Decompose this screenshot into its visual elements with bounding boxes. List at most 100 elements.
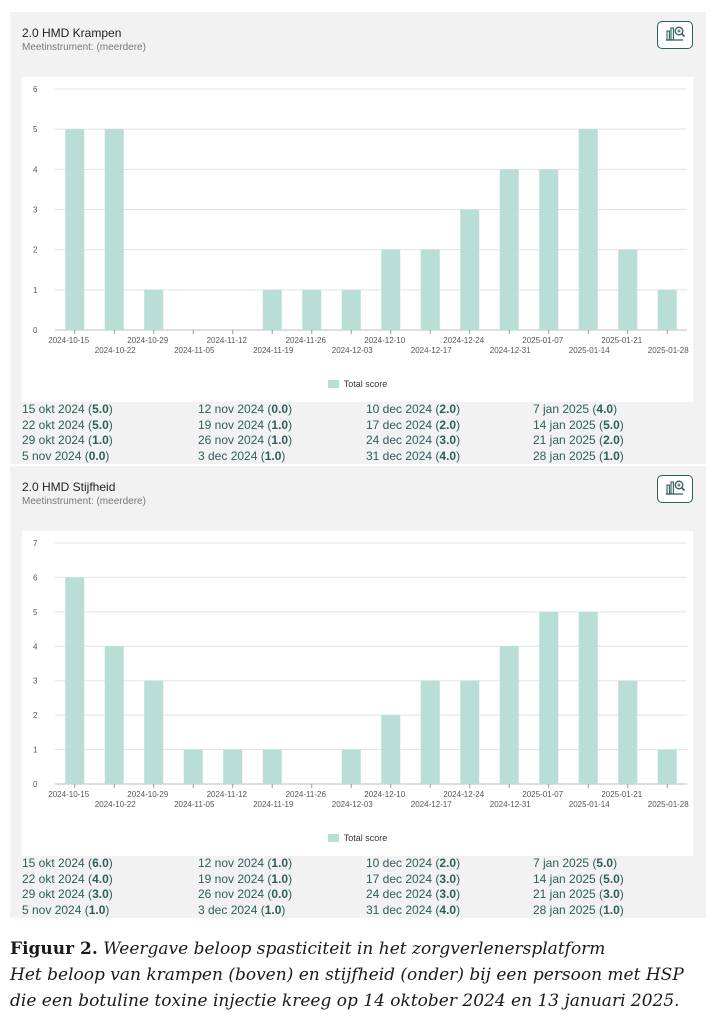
bar[interactable]: [144, 680, 164, 784]
summary-entry: 24 dec 2024 (3.0): [366, 887, 461, 901]
summary-entry: 5 nov 2024 (0.0): [22, 448, 110, 463]
summary-date: 26 nov 2024 (: [198, 433, 272, 447]
summary-value: 6.0: [92, 856, 109, 870]
bar[interactable]: [618, 680, 638, 784]
bar[interactable]: [460, 209, 480, 331]
summary-value: 4.0: [92, 871, 109, 886]
bar[interactable]: [183, 749, 203, 784]
summary-value: 0.0: [271, 402, 289, 416]
bar[interactable]: [223, 749, 243, 784]
y-tick-label: 1: [33, 286, 38, 295]
summary-date: 12 nov 2024 (: [198, 402, 272, 416]
bar[interactable]: [262, 749, 282, 784]
summary-entry: 3 dec 2024 (1.0): [198, 448, 286, 463]
bar[interactable]: [262, 289, 282, 330]
x-tick-label: 2024-11-05: [174, 346, 215, 355]
summary-value: 1.0: [264, 448, 282, 463]
summary-date: 7 jan 2025 (: [533, 402, 597, 416]
summary-value: 1.0: [271, 856, 289, 870]
bar[interactable]: [618, 249, 638, 330]
bar[interactable]: [302, 289, 322, 330]
summary-value: 3.0: [439, 871, 457, 886]
chart-detail-button[interactable]: [657, 21, 693, 49]
summary-date: 17 dec 2024 (: [366, 417, 440, 432]
x-tick-label: 2024-10-29: [127, 336, 168, 345]
summary-value: 5.0: [92, 417, 109, 432]
summary-entry: 7 jan 2025 (4.0): [533, 402, 618, 416]
chart-zoom-icon: [666, 480, 686, 495]
summary-column: 15 okt 2024 (5.0) 22 okt 2024 (5.0) 29 okt…: [22, 402, 113, 464]
summary-value: 5.0: [603, 871, 620, 886]
chart-detail-button[interactable]: [657, 475, 693, 503]
summary-column: 7 jan 2025 (4.0) 14 jan 2025 (5.0) 21 jan …: [533, 402, 624, 464]
x-tick-label: 2024-12-10: [364, 336, 405, 345]
chart-plot-area: 0 1 2 3 4 5 6 7 2024-10-15 2024-10-22 2024-10-29 20…: [22, 531, 693, 856]
summary-date: 24 dec 2024 (: [366, 433, 440, 447]
summary-date: 29 okt 2024 (: [22, 887, 93, 901]
x-tick-label: 2024-11-26: [286, 336, 327, 345]
bar[interactable]: [341, 749, 361, 784]
summary-date: 19 nov 2024 (: [198, 417, 272, 432]
bar[interactable]: [381, 715, 401, 784]
x-tick-label: 2025-01-07: [522, 336, 563, 345]
summary-entry: 28 jan 2025 (1.0): [533, 902, 624, 917]
bar[interactable]: [381, 249, 401, 330]
summary-entry: 19 nov 2024 (1.0): [198, 417, 293, 432]
x-tick-label: 2024-12-03: [332, 346, 373, 355]
summary-value: 2.0: [603, 433, 620, 447]
bar[interactable]: [499, 169, 519, 330]
y-tick-label: 1: [33, 746, 38, 755]
summary-date: 3 dec 2024 (: [198, 902, 265, 917]
bar[interactable]: [539, 611, 559, 784]
bar[interactable]: [499, 646, 519, 784]
bar[interactable]: [657, 749, 677, 784]
summary-date: 22 okt 2024 (: [22, 871, 93, 886]
bar[interactable]: [65, 577, 85, 784]
summary-value: 3.0: [439, 887, 457, 901]
summary-value: 2.0: [439, 417, 457, 432]
summary-value: 3.0: [603, 887, 620, 901]
bar[interactable]: [420, 249, 440, 330]
bar[interactable]: [578, 129, 598, 330]
summary-date: 21 jan 2025 (: [533, 887, 604, 901]
bar[interactable]: [539, 169, 559, 330]
y-tick-label: 5: [33, 608, 38, 617]
summary-entry: 7 jan 2025 (5.0): [533, 856, 618, 870]
bar[interactable]: [144, 289, 164, 330]
x-tick-label: 2025-01-21: [601, 336, 642, 345]
summary-date: 28 jan 2025 (: [533, 902, 604, 917]
x-tick-label: 2024-11-26: [286, 790, 327, 799]
summary-column: 7 jan 2025 (5.0) 14 jan 2025 (5.0) 21 jan …: [533, 856, 624, 918]
bar[interactable]: [341, 289, 361, 330]
summary-column: 12 nov 2024 (0.0) 19 nov 2024 (1.0) 26 nov…: [198, 402, 292, 464]
summary-date: 31 dec 2024 (: [366, 448, 440, 463]
summary-value: 5.0: [92, 402, 109, 416]
summary-value: 1.0: [88, 902, 106, 917]
x-tick-label: 2024-10-15: [48, 336, 89, 345]
summary-entry: 31 dec 2024 (4.0): [366, 902, 461, 917]
bar[interactable]: [65, 129, 85, 330]
y-tick-label: 2: [33, 711, 38, 720]
summary-value: 3.0: [92, 887, 109, 901]
figure-caption: Figuur 2. Weergave beloop spasticiteit i…: [10, 936, 710, 1014]
chart-zoom-icon: [666, 26, 686, 41]
value-summary: 15 okt 2024 (5.0) 22 okt 2024 (5.0) 29 okt…: [22, 402, 702, 464]
summary-entry: 21 jan 2025 (3.0): [533, 887, 624, 901]
summary-column: 12 nov 2024 (1.0) 19 nov 2024 (1.0) 26 nov…: [198, 856, 292, 918]
x-tick-label: 2025-01-14: [569, 346, 610, 355]
bar[interactable]: [104, 646, 124, 784]
bar[interactable]: [420, 680, 440, 784]
summary-date: 22 okt 2024 (: [22, 417, 93, 432]
bar[interactable]: [578, 611, 598, 784]
summary-entry: 17 dec 2024 (3.0): [366, 871, 461, 886]
y-tick-label: 4: [33, 642, 38, 651]
chart-title: 2.0 HMD Krampen: [22, 26, 122, 40]
bar[interactable]: [460, 680, 480, 784]
bar[interactable]: [657, 289, 677, 330]
bar[interactable]: [104, 129, 124, 330]
summary-entry: 10 dec 2024 (2.0): [366, 402, 461, 416]
summary-column: 10 dec 2024 (2.0) 17 dec 2024 (2.0) 24 dec…: [366, 402, 460, 464]
summary-date: 24 dec 2024 (: [366, 887, 440, 901]
summary-date: 3 dec 2024 (: [198, 448, 265, 463]
summary-date: 26 nov 2024 (: [198, 887, 272, 901]
